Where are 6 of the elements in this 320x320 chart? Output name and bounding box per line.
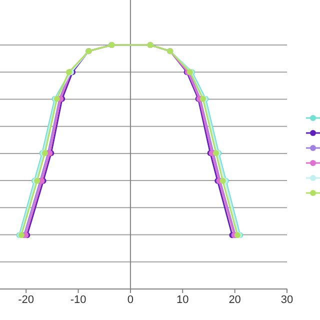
x-tick-label: -20 [18,294,34,306]
x-tick-label: -10 [70,294,86,306]
x-tick-label: 10 [176,294,189,306]
x-tick-label: 20 [228,294,241,306]
x-tick-label: 0 [127,294,134,306]
x-tick-label: 30 [280,294,294,306]
